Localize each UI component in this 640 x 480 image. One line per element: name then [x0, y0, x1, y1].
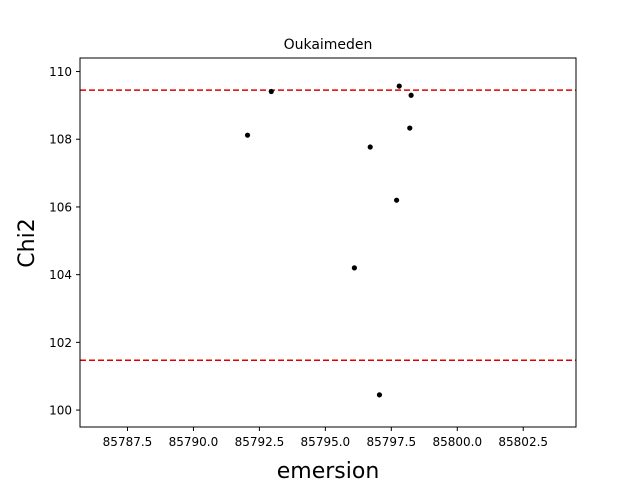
x-tick-label: 85792.5 — [235, 435, 285, 449]
y-tick-label: 106 — [49, 200, 72, 214]
data-point-8 — [408, 92, 414, 98]
x-tick-label: 85795.0 — [301, 435, 351, 449]
data-point-1 — [268, 88, 274, 95]
y-tick-label: 102 — [49, 336, 72, 350]
plot-frame — [79, 57, 577, 428]
data-point-5 — [393, 197, 400, 203]
reference-lines — [80, 89, 576, 362]
y-tick-label: 110 — [49, 65, 72, 79]
data-point-7 — [407, 125, 413, 131]
y-tick-label: 104 — [49, 268, 72, 282]
chart-title: Oukaimeden — [284, 37, 373, 53]
data-point-6 — [396, 83, 402, 89]
data-point-3 — [367, 144, 373, 150]
x-tick-label: 85802.5 — [498, 435, 548, 449]
x-axis-label: emersion — [277, 459, 380, 480]
x-tick-label: 85790.0 — [169, 435, 219, 449]
x-tick-label: 85800.0 — [432, 435, 482, 449]
y-tick-label: 108 — [49, 133, 72, 147]
x-axis-ticks: 85787.5 85790.0 85792.5 85795.0 85797.5 85800… — [103, 427, 548, 449]
data-points — [244, 83, 414, 398]
plot-area — [80, 83, 576, 398]
data-point-0 — [244, 132, 251, 138]
y-tick-label: 100 — [49, 404, 72, 418]
x-tick-label: 85787.5 — [103, 435, 153, 449]
data-point-4 — [376, 392, 383, 398]
y-axis-label: Chi2 — [15, 218, 40, 267]
y-axis-ticks: 100 102 104 106 108 110 — [49, 65, 80, 418]
x-tick-label: 85797.5 — [367, 435, 417, 449]
data-point-2 — [351, 265, 357, 271]
